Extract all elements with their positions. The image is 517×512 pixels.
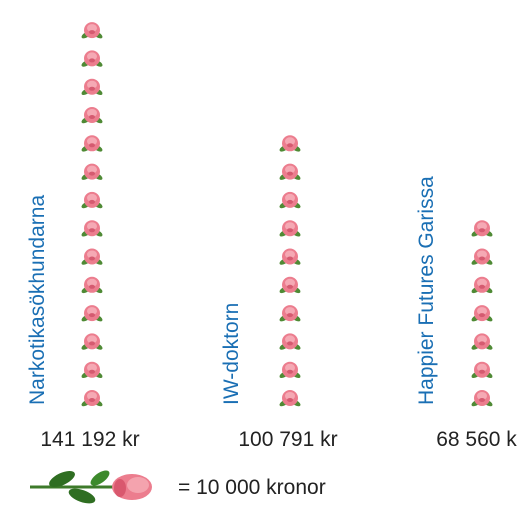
petal: [479, 257, 485, 261]
rose-icon: [80, 192, 103, 210]
rose-icon: [470, 390, 493, 408]
petal: [287, 398, 293, 402]
petal: [287, 285, 293, 289]
rose-icon: [470, 249, 493, 267]
rose-icon: [80, 107, 103, 125]
rose-icon: [470, 220, 493, 238]
petal: [89, 87, 95, 91]
rose-icon: [278, 333, 301, 351]
petal: [89, 370, 95, 374]
legend-label: = 10 000 kronor: [178, 476, 326, 499]
rose-icon: [470, 333, 493, 351]
petal: [287, 200, 293, 204]
petal: [287, 228, 293, 232]
rose-icon: [80, 164, 103, 182]
rose-column: [470, 220, 493, 407]
rose-icon: [80, 390, 103, 408]
rose-icon: [278, 362, 301, 380]
rose-icon: [80, 135, 103, 153]
petal: [89, 200, 95, 204]
petal: [89, 172, 95, 176]
petal: [89, 341, 95, 345]
rose-icon: [80, 22, 103, 40]
rose-icon: [278, 164, 301, 182]
category-label: IW-doktorn: [220, 303, 243, 405]
rose-icon: [80, 277, 103, 295]
rose-column: [278, 135, 301, 407]
petal: [479, 341, 485, 345]
petal: [479, 398, 485, 402]
category-label: Narkotikasökhundarna: [26, 195, 49, 405]
chart: = 10 000 kronor Narkotikasökhundarna 141 …: [0, 0, 517, 512]
petal: [287, 143, 293, 147]
petal: [479, 370, 485, 374]
petal: [287, 257, 293, 261]
rose-icon: [278, 249, 301, 267]
rose-icon: [80, 220, 103, 238]
rose-icon: [80, 305, 103, 323]
petal: [479, 313, 485, 317]
rose-icon: [80, 333, 103, 351]
rose-icon: [470, 277, 493, 295]
rose-icon: [278, 220, 301, 238]
petal: [287, 341, 293, 345]
petal: [89, 285, 95, 289]
rose-icon: [470, 305, 493, 323]
petal: [89, 58, 95, 62]
rose-icon: [80, 79, 103, 97]
petal: [89, 30, 95, 34]
petal: [89, 115, 95, 119]
petal: [89, 257, 95, 261]
legend-icon: [30, 468, 152, 507]
petal: [479, 285, 485, 289]
rose-icon: [470, 362, 493, 380]
petal: [89, 143, 95, 147]
petal: [287, 370, 293, 374]
petal: [287, 172, 293, 176]
value-label: 100 791 kr: [238, 428, 337, 451]
petal: [89, 313, 95, 317]
rose-icon: [278, 192, 301, 210]
value-label: 68 560 kr: [436, 428, 517, 451]
rose-icon: [80, 50, 103, 68]
rose-icon: [278, 277, 301, 295]
rose-icon: [80, 362, 103, 380]
category-label: Happier Futures Garissa: [415, 176, 438, 405]
rose-column: [80, 22, 103, 408]
rose-icon: [80, 249, 103, 267]
petal: [89, 398, 95, 402]
rose-icon: [278, 135, 301, 153]
value-label: 141 192 kr: [40, 428, 139, 451]
petal: [89, 228, 95, 232]
petal: [287, 313, 293, 317]
rose-icon: [278, 305, 301, 323]
petal: [479, 228, 485, 232]
rose-icon: [278, 390, 301, 408]
